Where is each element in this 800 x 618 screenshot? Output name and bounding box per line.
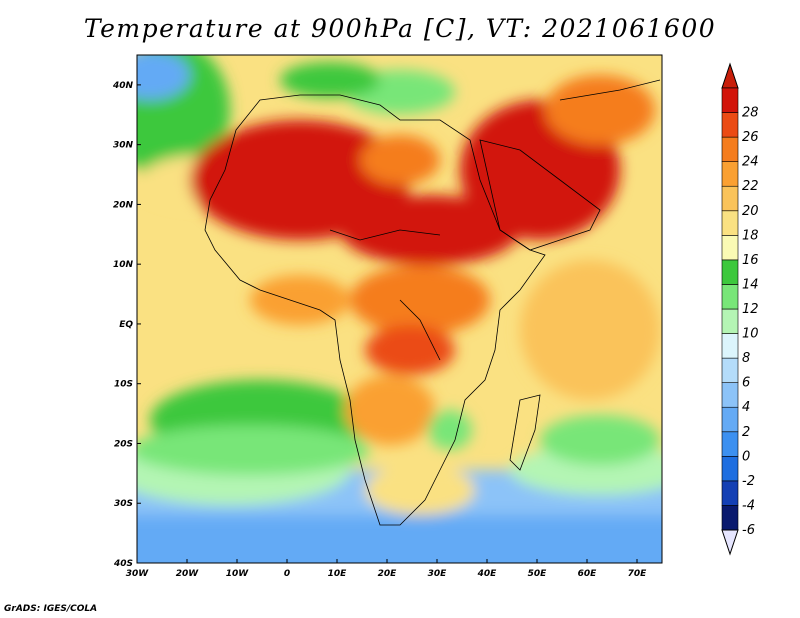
colorbar-swatch [721,406,739,433]
colorbar-swatch [721,235,739,261]
latitude-ticks: 40S 30S 20S 10S EQ 10N 20N 30N 40N [112,81,141,569]
colorbar-label: 20 [742,204,759,219]
lon-tick-label: 10W [226,569,250,579]
colorbar-label: 0 [742,449,750,464]
lon-tick-label: 0 [284,569,290,579]
colorbar-swatch [721,505,739,531]
colorbar-swatch [721,456,739,482]
lat-tick-label: 10N [113,260,134,270]
colorbar-label: 14 [742,277,759,292]
colorbar-label: 8 [742,351,750,366]
colorbar-label: 16 [742,253,759,268]
lon-tick-label: 60E [578,569,598,579]
lon-tick-label: 50E [528,569,548,579]
colorbar-label: -2 [742,474,755,489]
colorbar-label: 10 [742,327,759,342]
lat-tick-label: 40S [113,559,133,569]
colorbar-label: 2 [742,425,750,440]
lat-tick-label: 40N [112,81,134,91]
colorbar-label: 22 [742,179,759,194]
colorbar-swatch [721,259,739,285]
lon-tick-label: 20E [378,569,398,579]
colorbar-label: -6 [742,523,755,538]
lon-tick-label: 20W [176,569,200,579]
lon-tick-label: 30W [126,569,150,579]
lat-tick-label: 30S [114,499,133,509]
lon-tick-label: 70E [628,569,648,579]
coastlines [204,79,661,526]
lat-tick-label: 20S [114,439,133,449]
colorbar-swatch [721,357,739,383]
colorbar-swatch [721,185,739,212]
lat-tick-label: 10S [114,380,133,390]
colorbar-swatch [721,161,739,187]
lat-tick-label: EQ [119,320,133,330]
colorbar-over-arrow [721,62,739,89]
colorbar-label: 26 [742,130,759,145]
lon-tick-label: 30E [428,569,448,579]
colorbar-swatch [721,480,739,506]
colorbar-label: 6 [742,376,750,391]
colorbar-swatch [721,136,739,162]
colorbar-swatch [721,284,739,310]
colorbar-label: 28 [742,106,759,121]
colorbar-swatch [721,112,739,138]
lat-tick-label: 30N [113,141,134,151]
colorbar-swatch [721,308,739,334]
lat-tick-label: 20N [113,200,134,210]
colorbar-label: 18 [742,228,759,243]
colorbar-swatch [721,210,739,236]
colorbar-label: 12 [742,302,759,317]
colorbar-swatch [721,431,739,457]
lon-tick-label: 10E [328,569,348,579]
lon-tick-label: 40E [477,569,498,579]
colorbar-swatch [721,87,739,113]
colorbar-swatch [721,333,739,359]
colorbar-under-arrow [721,529,739,556]
colorbar-label: -4 [742,498,755,513]
colorbar-label: 4 [742,400,750,415]
grads-credit: GrADS: IGES/COLA [4,604,98,614]
map-title: Temperature at 900hPa [C], VT: 202106160… [83,14,717,43]
longitude-ticks: 30W 20W 10W 0 10E 20E 30E 40E 50E 60E 70E [126,559,647,579]
temperature-field [137,55,662,563]
colorbar-swatch [721,382,739,408]
colorbar-label: 24 [742,155,759,170]
